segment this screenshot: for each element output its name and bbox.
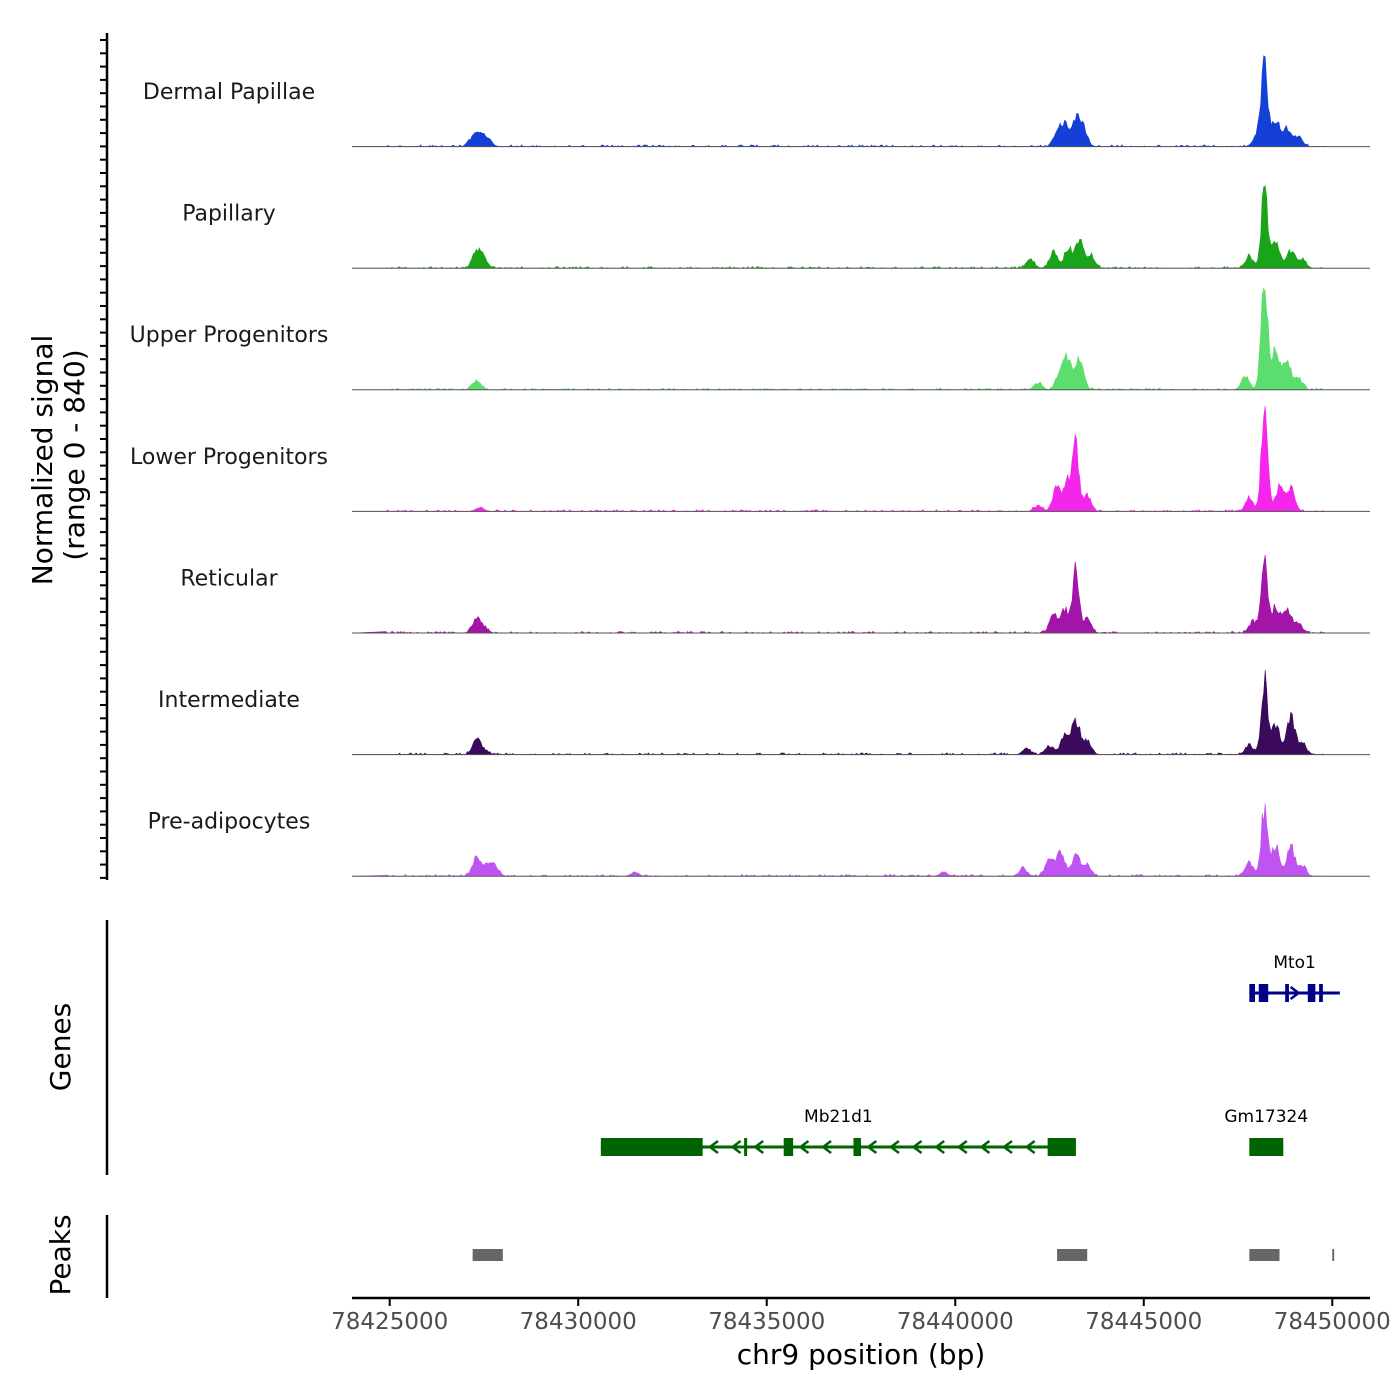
coverage-area	[352, 185, 1325, 269]
strand-arrow	[753, 1140, 764, 1154]
strand-arrow	[866, 1140, 878, 1154]
track-label: Dermal Papillae	[143, 80, 315, 105]
gene-exon	[1249, 1138, 1284, 1156]
x-axis-title: chr9 position (bp)	[737, 1338, 986, 1371]
coverage-area	[352, 669, 1325, 756]
gene-label: Mb21d1	[804, 1107, 873, 1127]
coverage-y-axis-ticks	[100, 39, 107, 879]
strand-arrow	[1289, 986, 1301, 1000]
peak-region	[472, 1249, 503, 1261]
gene: Mb21d1	[600, 1107, 1076, 1156]
gene-exon	[853, 1138, 861, 1156]
coverage-tracks: Dermal Papillae Papillary Upper Progenitor…	[130, 55, 1370, 877]
gene-exon	[783, 1138, 794, 1156]
y-axis-title: Normalized signal (range 0 - 840)	[26, 335, 91, 586]
gene-exon	[1319, 984, 1323, 1002]
strand-arrow	[934, 1140, 945, 1154]
strand-arrow	[820, 1140, 832, 1154]
track-label: Reticular	[180, 566, 278, 591]
coverage-track: Papillary	[182, 185, 1370, 269]
y-axis-title-line1: Normalized signal	[26, 335, 59, 586]
strand-arrow	[956, 1140, 968, 1154]
gene-exon	[1307, 984, 1316, 1002]
gene-exon	[744, 1138, 748, 1156]
gene-exon	[1047, 1138, 1076, 1156]
track-label: Lower Progenitors	[130, 445, 328, 470]
gene-exon	[600, 1138, 703, 1156]
gene: Gm17324	[1224, 1107, 1308, 1156]
coverage-area	[352, 405, 1325, 512]
gene-track: Mto1 Mb21d1 Gm17324	[600, 953, 1340, 1156]
gene-label: Gm17324	[1224, 1107, 1308, 1127]
x-tick-label: 78445000	[1085, 1309, 1202, 1335]
x-tick-label: 78450000	[1274, 1309, 1391, 1335]
x-tick-label: 78440000	[897, 1309, 1014, 1335]
coverage-area	[352, 287, 1325, 391]
x-tick-label: 78430000	[520, 1309, 637, 1335]
strand-arrow	[1024, 1140, 1036, 1154]
track-label: Pre-adipocytes	[148, 810, 311, 835]
peak-track	[472, 1249, 1335, 1261]
peak-region	[1057, 1249, 1088, 1261]
gene: Mto1	[1249, 953, 1340, 1002]
gene-exon	[1258, 984, 1269, 1002]
strand-arrow	[888, 1140, 900, 1154]
gene-label: Mto1	[1273, 953, 1316, 973]
strand-arrow	[707, 1140, 719, 1154]
track-label: Intermediate	[158, 688, 300, 713]
coverage-track: Lower Progenitors	[130, 405, 1370, 512]
track-label: Upper Progenitors	[130, 323, 329, 348]
y-axis-title-line2: (range 0 - 840)	[58, 349, 91, 560]
x-tick-label: 78435000	[708, 1309, 825, 1335]
peak-region	[1249, 1249, 1280, 1261]
genes-panel-title: Genes	[44, 1003, 77, 1091]
gene-exon	[1249, 984, 1256, 1002]
coverage-area	[352, 55, 1325, 148]
strand-arrow	[911, 1140, 923, 1154]
coverage-area	[351, 803, 1325, 877]
coverage-track: Pre-adipocytes	[148, 803, 1370, 877]
coverage-track: Intermediate	[158, 669, 1370, 756]
coverage-track: Dermal Papillae	[143, 55, 1370, 148]
gene-exon	[1285, 984, 1289, 1002]
coverage-area	[351, 554, 1326, 634]
x-axis: 78425000 78430000 78435000 78440000 78445000…	[331, 1296, 1391, 1335]
strand-arrow	[1001, 1140, 1013, 1154]
peak-region	[1332, 1249, 1335, 1261]
strand-arrow	[979, 1140, 991, 1154]
strand-arrow	[730, 1140, 742, 1154]
strand-arrow	[798, 1140, 810, 1154]
coverage-track: Upper Progenitors	[130, 287, 1370, 391]
x-tick-label: 78425000	[331, 1309, 448, 1335]
track-label: Papillary	[182, 202, 276, 227]
coverage-track: Reticular	[180, 554, 1370, 634]
peaks-panel-title: Peaks	[44, 1214, 77, 1295]
